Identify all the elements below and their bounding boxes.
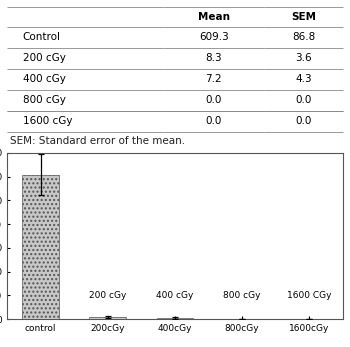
Text: 400 cGy: 400 cGy	[156, 291, 194, 300]
Text: 200 cGy: 200 cGy	[89, 291, 127, 300]
Bar	[22, 175, 59, 319]
Bar	[89, 317, 126, 319]
Text: 800 cGy: 800 cGy	[223, 291, 261, 300]
Bar	[156, 318, 194, 319]
Text: 1600 CGy: 1600 CGy	[287, 291, 331, 300]
Text: SEM: Standard error of the mean.: SEM: Standard error of the mean.	[10, 136, 186, 146]
